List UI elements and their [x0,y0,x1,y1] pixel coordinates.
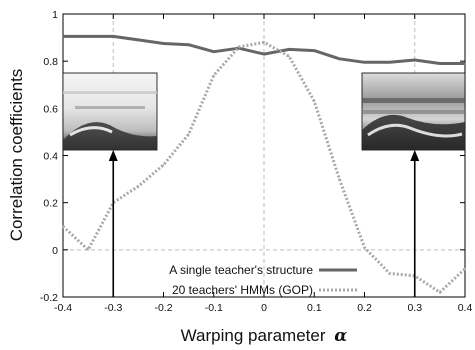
legend: A single teacher's structure 20 teachers… [169,263,357,297]
y-axis-ticks: -0.2 0 0.2 0.4 0.6 0.8 1 [40,9,465,304]
x-tick-label: 0.2 [357,302,372,314]
x-axis-title: Warping parameter α [181,326,348,346]
series-0-point [162,42,165,45]
series-1-point [388,272,391,275]
inset-spectrogram-right [361,72,466,151]
series-1-point [338,178,341,180]
legend-label-20-teachers: 20 teachers' HMMs (GOP) [172,283,313,297]
series-0-point [187,43,190,46]
series-0-point [388,61,391,64]
series-1-point [464,267,466,270]
series-0-point [112,35,115,38]
series-1-point [212,74,215,77]
y-axis-title: Correlation coefficients [7,69,26,242]
series-1-point [87,249,89,251]
y-tick-label: -0.2 [40,292,58,304]
series-0-point [212,50,215,53]
series-1-point [263,41,265,44]
series-0-point [313,49,316,52]
series-1-point [137,185,140,187]
x-axis-title-symbol: α [334,326,347,346]
x-tick-label: 0.4 [458,302,473,314]
series-0-point [338,58,341,60]
annotation-arrows [108,150,420,297]
x-tick-label: 0.3 [407,302,422,314]
series-0-point [413,59,416,61]
series-1-point [363,246,366,249]
x-tick-label: -0.4 [54,302,72,314]
series-1-point [439,291,441,294]
x-axis-ticks: -0.4 -0.3 -0.2 -0.1 0 0.1 0.2 0.3 0.4 [54,14,472,314]
series-1-point [187,133,190,136]
series-0-point [87,35,89,38]
y-tick-label: 0.2 [43,198,58,210]
series-0-point [137,39,140,41]
x-tick-label: -0.3 [104,302,122,314]
series-0-point [62,35,64,38]
series-1-point [62,225,64,228]
y-tick-label: 0.8 [43,56,58,68]
inset-spectrogram-left [62,72,158,151]
x-axis-title-text: Warping parameter [181,326,326,345]
x-tick-label: 0 [261,302,267,314]
y-tick-label: 1 [52,9,58,21]
x-tick-label: 0.1 [307,302,322,314]
legend-label-single-teacher: A single teacher's structure [169,263,313,277]
y-tick-label: 0.4 [43,151,58,163]
annotation-arrow-head-1 [410,150,420,161]
x-tick-label: -0.2 [154,302,172,314]
y-tick-label: 0 [52,245,58,257]
series-0-point [439,62,441,65]
series-0-point [288,48,290,51]
y-tick-label: 0.6 [43,103,58,115]
series-1-point [313,100,316,103]
series-1-point [288,55,290,58]
x-tick-label: -0.1 [205,302,223,314]
series-1-point [238,46,240,48]
series-0-point [263,53,265,55]
series-0-point [363,61,366,64]
series-0-point [464,62,466,65]
series-1-point [162,164,165,166]
annotation-arrow-head-0 [108,150,118,161]
